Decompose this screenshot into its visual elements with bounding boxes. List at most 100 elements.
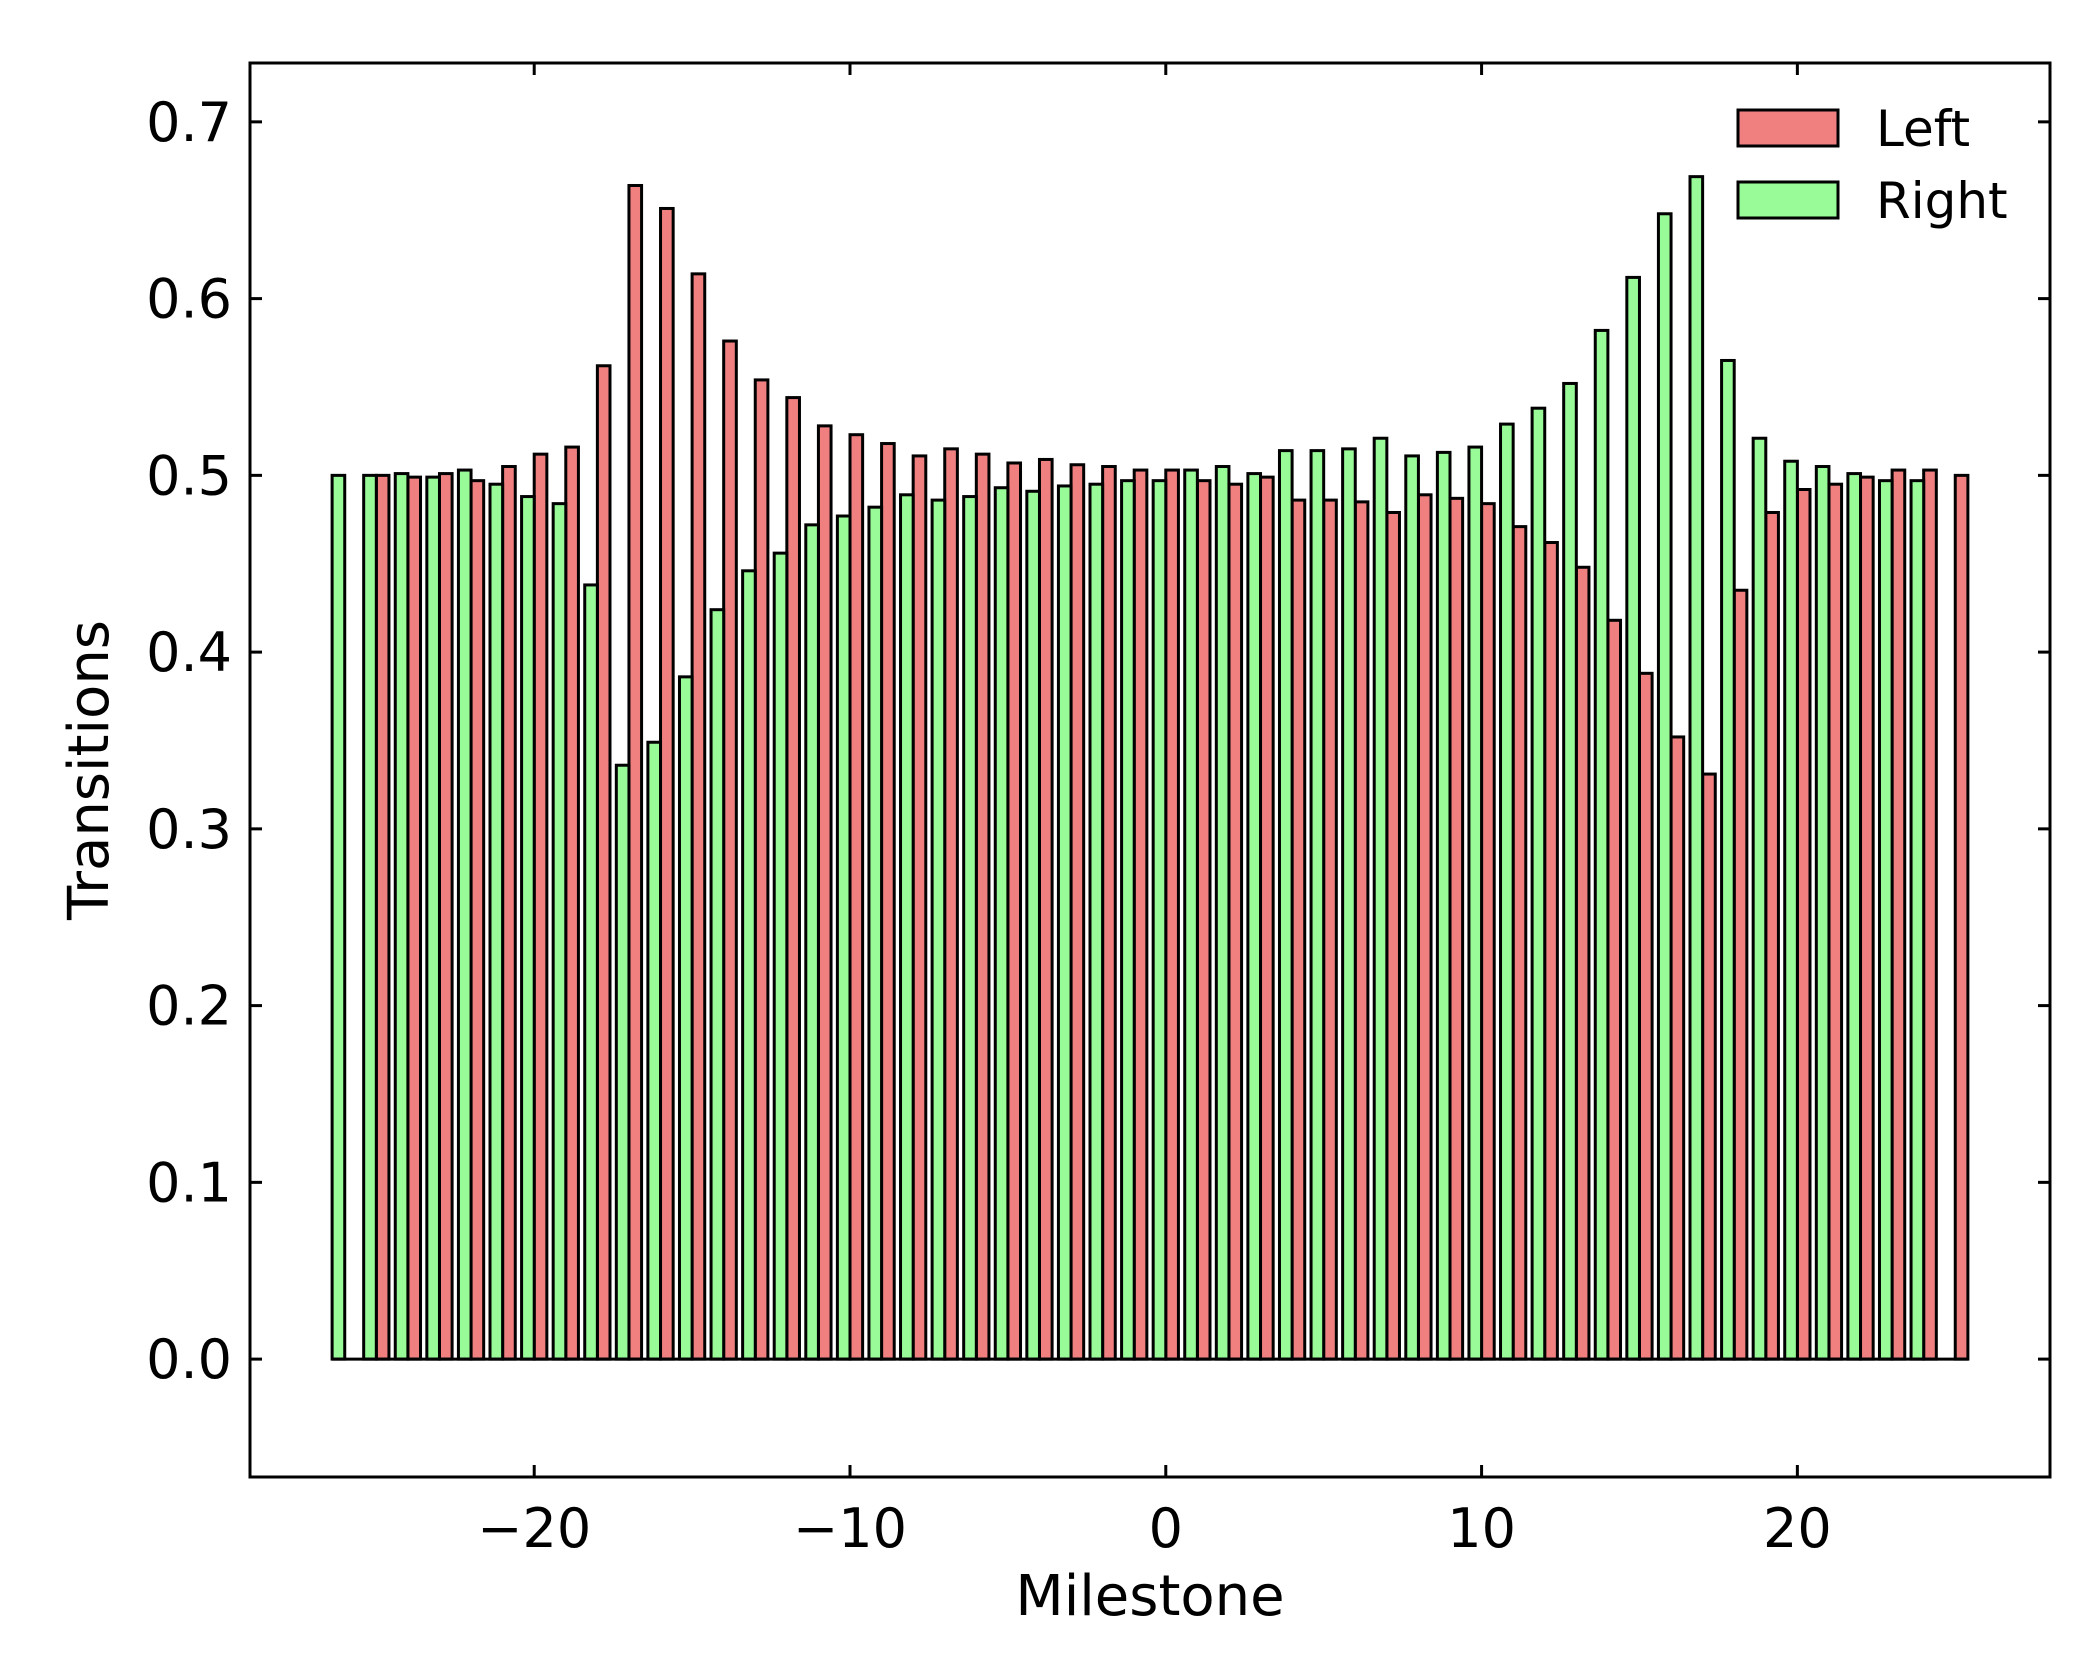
bar-right--5 — [993, 486, 1010, 1361]
ticks-layer: −20 −10 0 10 20 0.0 0.1 0.2 0.3 0.4 0.5 0.6 0.7 — [146, 63, 2050, 1560]
bar-left--19 — [564, 445, 580, 1361]
bar-left-3 — [1259, 475, 1275, 1361]
bar-left--17 — [627, 183, 644, 1361]
y-tick-label: 0.3 — [146, 798, 232, 861]
bar-right-0 — [1151, 479, 1168, 1361]
x-axis-label: Milestone — [1015, 1564, 1284, 1629]
bar-left-10 — [1480, 502, 1496, 1361]
bar-left-16 — [1669, 735, 1686, 1361]
bar-right-4 — [1277, 449, 1294, 1361]
bar-right--17 — [614, 763, 631, 1361]
y-tick-label: 0.6 — [146, 268, 232, 331]
x-tick-label: −20 — [477, 1497, 591, 1560]
bar-right-23 — [1877, 479, 1894, 1361]
y-tick-label: 0.5 — [146, 444, 232, 507]
bar-right-7 — [1372, 436, 1389, 1361]
legend: Left Right — [1736, 100, 2008, 230]
bar-left--7 — [943, 447, 959, 1361]
bar-left-0 — [1164, 468, 1180, 1361]
bar-left--20 — [532, 452, 549, 1361]
bar-left--12 — [785, 396, 801, 1361]
bar-left--1 — [1132, 468, 1149, 1361]
bar-left--4 — [1037, 457, 1054, 1361]
legend-swatch-right — [1736, 180, 1840, 220]
bar-left--3 — [1069, 463, 1086, 1361]
bar-left--2 — [1101, 465, 1117, 1361]
bar-right-10 — [1467, 445, 1484, 1361]
bar-left-21 — [1827, 482, 1844, 1361]
bar-left-23 — [1890, 468, 1907, 1361]
bar-right-1 — [1183, 468, 1199, 1361]
bar-right--13 — [741, 569, 757, 1361]
bar-left-14 — [1606, 618, 1623, 1361]
bar-left-6 — [1353, 500, 1370, 1361]
bar-left-2 — [1227, 482, 1244, 1361]
bar-right--7 — [930, 498, 947, 1361]
bar-right-24 — [1909, 479, 1926, 1361]
bar-left--16 — [659, 206, 675, 1361]
bar-right--14 — [709, 608, 726, 1361]
bar-right--16 — [646, 740, 663, 1361]
bar-right-17 — [1688, 175, 1705, 1361]
bar-right-19 — [1751, 436, 1768, 1361]
bar-right-6 — [1341, 447, 1357, 1361]
bar-left--21 — [501, 465, 517, 1361]
y-tick-label: 0.2 — [146, 975, 232, 1038]
bar-left--18 — [595, 364, 612, 1361]
legend-swatch-left — [1736, 108, 1840, 148]
bar-right--22 — [456, 468, 473, 1361]
y-tick-label: 0.4 — [146, 621, 232, 684]
bar-left--24 — [406, 475, 423, 1361]
bar-right-16 — [1656, 212, 1673, 1361]
bar-right--12 — [772, 551, 789, 1361]
bar-left--10 — [848, 433, 865, 1361]
x-tick-label: 20 — [1763, 1497, 1832, 1560]
bar-left--13 — [753, 378, 770, 1361]
bar-right--1 — [1120, 479, 1136, 1361]
bar-left-9 — [1448, 496, 1465, 1361]
y-tick-label: 0.1 — [146, 1151, 232, 1214]
legend-label-left: Left — [1876, 100, 1970, 158]
bar-right--8 — [899, 493, 915, 1361]
bar-left-12 — [1543, 541, 1559, 1361]
bar-left--15 — [690, 272, 707, 1361]
bar-right-22 — [1846, 472, 1863, 1361]
bar-left--11 — [816, 424, 833, 1361]
bar-left--6 — [974, 452, 991, 1361]
bar-right--24 — [393, 472, 410, 1361]
x-tick-label: −10 — [793, 1497, 907, 1560]
bar-right--11 — [804, 523, 820, 1361]
bar-left--8 — [911, 454, 928, 1361]
bar-left-22 — [1859, 475, 1875, 1361]
bar-right-5 — [1309, 449, 1326, 1361]
bar-right-15 — [1625, 275, 1641, 1361]
bar-right--18 — [583, 583, 599, 1361]
bar-right-20 — [1783, 459, 1799, 1361]
bar-left--9 — [880, 442, 896, 1361]
y-tick-label: 0.7 — [146, 91, 232, 154]
bar-right--23 — [425, 475, 441, 1361]
bar-right-2 — [1214, 465, 1231, 1361]
bar-left-5 — [1322, 498, 1338, 1361]
bar-left-4 — [1290, 498, 1307, 1361]
bar-right-9 — [1435, 450, 1452, 1361]
bar-right--19 — [551, 502, 568, 1361]
bar-left--23 — [437, 472, 454, 1361]
bar-right--25 — [362, 473, 378, 1361]
bar-right--6 — [962, 495, 978, 1361]
bar-right-11 — [1499, 422, 1515, 1361]
bar-left-24 — [1922, 468, 1938, 1361]
bar-right--9 — [867, 505, 884, 1361]
bar-left-25 — [1953, 473, 1970, 1361]
bar-left--25 — [374, 473, 391, 1361]
bar-left-19 — [1764, 510, 1780, 1361]
bar-right--2 — [1088, 482, 1105, 1361]
bar-left-20 — [1795, 488, 1812, 1361]
bar-right--3 — [1056, 484, 1073, 1361]
y-axis-label: Transitions — [57, 620, 122, 921]
bar-right-8 — [1404, 454, 1420, 1361]
bar-left-17 — [1701, 772, 1717, 1361]
bar-right-18 — [1720, 358, 1736, 1361]
